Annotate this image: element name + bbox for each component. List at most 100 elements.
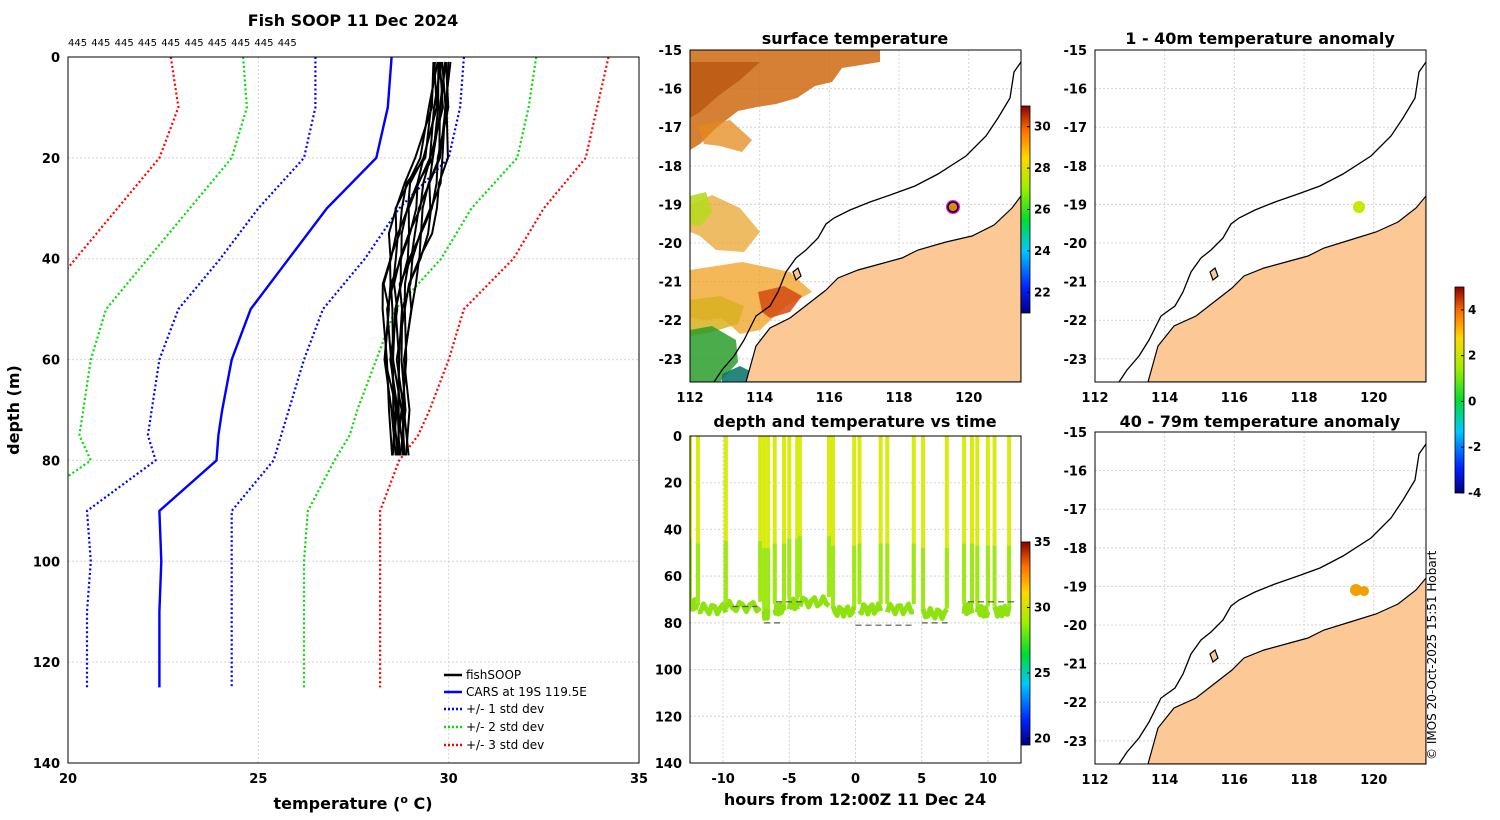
island [1209, 267, 1219, 281]
vessel-track [947, 201, 959, 213]
profile-ylabel: depth (m) [4, 365, 23, 455]
y-tick-label: -21 [1064, 276, 1088, 291]
series-line-2 [85, 57, 317, 688]
y-tick-label: -23 [1064, 735, 1088, 750]
profile-legend: fishSOOP CARS at 19S 119.5E +/- 1 std de… [444, 668, 587, 752]
depth-time-colorbar-ticks: 20 25 30 35 [1027, 535, 1051, 745]
x-tick-label: 116 [1221, 391, 1248, 406]
depth-time-xlabel: hours from 12:00Z 11 Dec 24 [724, 790, 986, 809]
y-tick-label: -18 [1064, 160, 1088, 175]
colorbar-tick-label: -4 [1468, 486, 1481, 500]
x-tick-label: 120 [1360, 391, 1387, 406]
x-tick-label: 118 [885, 391, 912, 406]
colorbar-tick-label: 28 [1034, 161, 1051, 175]
island [792, 267, 802, 281]
series-line-0 [158, 57, 393, 688]
colorbar-tick-label: -2 [1468, 440, 1481, 454]
anomaly-observation [1359, 586, 1369, 596]
y-tick-label: -15 [1064, 426, 1088, 441]
anom-deep-ticks: 112 114 116 118 120 -15 -16 -17 -18 -19 -20 -21 -22 -… [1064, 426, 1388, 788]
y-tick-label: -19 [659, 198, 683, 213]
y-tick-label: 40 [42, 253, 60, 268]
dive-bottom [884, 601, 915, 617]
credit-text: © IMOS 20-Oct-2025 15:51 Hobart [1425, 550, 1439, 760]
y-tick-label: 120 [655, 710, 682, 725]
anom-deep-coast [1118, 443, 1426, 764]
y-tick-label: -23 [659, 353, 683, 368]
island [1209, 649, 1219, 663]
y-tick-label: 20 [664, 477, 682, 492]
y-tick-label: 80 [42, 454, 60, 469]
legend-label: fishSOOP [466, 668, 521, 682]
y-tick-label: -16 [1064, 465, 1088, 480]
profile-top-annotation: 445 [278, 38, 297, 49]
sst-map-panel: surface temperature 112 114 116 118 120 -15 -1… [659, 29, 1051, 406]
y-tick-label: 60 [42, 354, 60, 369]
anomaly-colorbar [1454, 286, 1465, 494]
dive-bottom [961, 601, 975, 617]
series-line-3 [302, 57, 538, 688]
y-tick-label: 140 [655, 757, 682, 772]
sst-map-title: surface temperature [762, 29, 949, 48]
dive-bottom [697, 601, 729, 617]
dive-bottom [920, 606, 949, 622]
x-tick-label: 120 [1360, 773, 1387, 788]
depth-time-data [690, 436, 1015, 626]
y-tick-label: -16 [1064, 83, 1088, 98]
fishsoop-profile [399, 61, 447, 456]
y-tick-label: -15 [1064, 44, 1088, 59]
sst-colorbar-ticks: 22 24 26 28 30 [1027, 120, 1051, 299]
sst-coast [713, 61, 1021, 382]
land [1147, 577, 1426, 764]
profile-top-annotation: 445 [91, 38, 110, 49]
series-line-6 [68, 57, 180, 270]
colorbar-tick-label: 26 [1034, 203, 1051, 217]
y-tick-label: -18 [659, 160, 683, 175]
x-tick-label: 118 [1290, 773, 1317, 788]
dive-bottom [992, 603, 1012, 619]
coastline [713, 61, 1021, 382]
depth-time-title: depth and temperature vs time [713, 412, 996, 431]
profile-top-annotation: 445 [254, 38, 273, 49]
anomaly-observation [1353, 201, 1365, 213]
profile-top-annotation: 445 [208, 38, 227, 49]
sst-cool-patch [722, 366, 752, 382]
y-tick-label: -19 [1064, 198, 1088, 213]
x-tick-label: 112 [1081, 391, 1108, 406]
y-tick-label: 100 [655, 664, 682, 679]
x-tick-label: 116 [1221, 773, 1248, 788]
legend-label: +/- 2 std dev [466, 720, 544, 734]
y-tick-label: 80 [664, 617, 682, 632]
profile-top-annotation: 445 [115, 38, 134, 49]
vessel-marker [946, 200, 960, 214]
y-tick-label: -17 [659, 121, 683, 136]
sst-cool-patch [690, 192, 712, 226]
x-tick-label: 114 [1151, 391, 1178, 406]
anom-shallow-coast [1118, 61, 1426, 382]
x-tick-label: 118 [1290, 391, 1317, 406]
sst-warm-patch [690, 62, 760, 118]
y-tick-label: -20 [1064, 619, 1088, 634]
x-tick-label: 112 [1081, 773, 1108, 788]
coastline [1118, 443, 1426, 764]
profile-top-annotation: 445 [68, 38, 87, 49]
colorbar-tick-label: 0 [1468, 394, 1476, 408]
dive-bottom [761, 606, 771, 621]
y-tick-label: -23 [1064, 353, 1088, 368]
series-line-5 [379, 57, 610, 688]
dive-bottom [830, 604, 857, 619]
profile-top-annotation: 445 [231, 38, 250, 49]
colorbar-tick-label: 22 [1034, 285, 1051, 299]
y-tick-label: -16 [659, 83, 683, 98]
fishsoop-profile [382, 61, 439, 456]
anom-shallow-panel: 1 - 40m temperature anomaly 112 114 116 118… [1064, 29, 1427, 406]
anom-shallow-title: 1 - 40m temperature anomaly [1125, 29, 1395, 48]
y-tick-label: -21 [659, 276, 683, 291]
profile-grid [67, 56, 640, 764]
y-tick-label: 60 [664, 570, 682, 585]
x-tick-label: 10 [979, 772, 997, 787]
profile-top-annotation: 445 [185, 38, 204, 49]
x-tick-label: -5 [782, 772, 796, 787]
